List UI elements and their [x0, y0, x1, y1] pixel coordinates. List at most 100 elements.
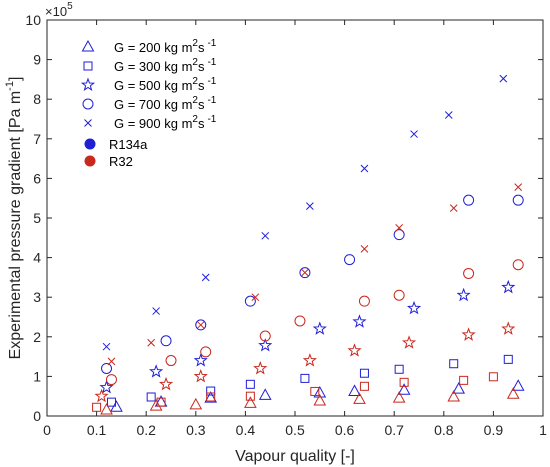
data-point	[358, 295, 370, 307]
x-tick-label: 0.8	[434, 422, 454, 438]
data-point	[449, 204, 458, 212]
x-tick-label: 0.3	[186, 422, 206, 438]
legend-fluid-label: R134a	[109, 137, 148, 152]
data-point	[253, 361, 268, 375]
data-point	[392, 391, 406, 403]
legend-label-exp1: 2	[192, 38, 198, 49]
data-point	[501, 321, 516, 335]
data-point	[501, 279, 516, 294]
legend-label-mid: s	[198, 40, 205, 55]
legend-label: G = 900 kg m2s -1	[114, 114, 217, 131]
data-point	[444, 111, 453, 119]
data-point	[102, 342, 111, 351]
data-point	[347, 343, 362, 357]
data-point	[146, 392, 156, 402]
y-axis-label-close: ]	[7, 77, 24, 81]
data-point	[452, 382, 466, 394]
x-tick-label: 1	[539, 422, 547, 438]
data-point	[344, 254, 356, 266]
data-point	[302, 353, 317, 367]
legend-label-exp2: -1	[207, 38, 216, 49]
y-tick-label: 0	[33, 408, 41, 424]
data-point	[165, 355, 177, 367]
data-point	[299, 267, 311, 279]
data-point	[393, 229, 405, 241]
x-axis-label: Vapour quality [-]	[235, 448, 355, 465]
series-r32-g200	[100, 387, 520, 415]
data-point	[401, 335, 417, 349]
data-point	[397, 383, 411, 395]
x-tick-label: 0.6	[335, 422, 355, 438]
y-axis-label: Experimental pressure gradient [Pa m-1]	[4, 77, 24, 360]
legend-marker-circle	[82, 98, 94, 110]
data-point	[261, 231, 270, 240]
legend-label-exp1: 2	[192, 76, 198, 87]
data-point	[160, 335, 172, 347]
data-point	[259, 330, 271, 342]
data-point	[206, 386, 216, 396]
data-point	[359, 381, 369, 391]
data-point	[359, 368, 369, 378]
legend-label-exp1: 2	[192, 95, 198, 106]
data-point	[294, 315, 306, 327]
data-point	[99, 380, 114, 394]
data-point	[107, 357, 116, 366]
y-tick-label: 5	[33, 210, 41, 226]
data-point	[512, 194, 524, 206]
data-point	[196, 321, 205, 329]
legend-label-exp2: -1	[207, 57, 216, 68]
y-axis-label-main: Experimental pressure gradient [Pa m	[7, 91, 24, 360]
legend-label-exp1: 2	[192, 57, 198, 68]
legend-label-exp2: -1	[207, 95, 216, 106]
y-tick-label: 1	[33, 368, 41, 384]
y-multiplier-base: ×10	[45, 4, 67, 19]
series-r134a-g300	[106, 354, 513, 407]
axes: 0 0.1 0.2 0.3 0.4 0.5 0.6 0.7 0.8 0.9 101234567891…	[4, 1, 547, 465]
data-points	[92, 74, 525, 415]
data-point	[503, 354, 513, 364]
legend-label: G = 700 kg m2s -1	[114, 95, 217, 112]
legend-label-text: G = 300 kg m	[114, 59, 192, 74]
data-point	[459, 375, 469, 385]
data-point	[449, 359, 459, 369]
legend-marker-r134a	[84, 138, 96, 150]
data-point	[204, 391, 218, 403]
data-point	[189, 397, 203, 410]
legend-label-exp2: -1	[207, 76, 216, 87]
legend-label-mid: s	[198, 116, 205, 131]
data-point	[147, 338, 156, 347]
x-tick-label: 0.2	[136, 422, 156, 438]
data-point	[244, 396, 257, 408]
data-point	[245, 391, 255, 401]
data-point	[301, 268, 309, 277]
data-point	[352, 314, 367, 328]
data-point	[258, 338, 273, 352]
data-point	[506, 387, 520, 399]
data-point	[158, 376, 174, 391]
legend-label-text: G = 200 kg m	[114, 40, 192, 55]
data-point	[312, 321, 327, 335]
legend-marker-triangle	[81, 39, 95, 52]
data-point	[193, 353, 208, 367]
data-point	[245, 379, 255, 389]
legend-marker-r32	[84, 155, 96, 167]
data-point	[195, 319, 207, 331]
x-tick-label: 0.1	[87, 422, 107, 438]
data-point	[353, 392, 366, 404]
data-point	[300, 373, 310, 383]
series-r134a-g700	[101, 194, 524, 374]
data-point	[101, 362, 113, 374]
data-point	[499, 74, 508, 83]
data-point	[461, 327, 476, 341]
data-point	[463, 194, 475, 206]
data-point	[406, 300, 422, 315]
x-tick-label: 0.4	[236, 422, 256, 438]
data-point	[399, 377, 409, 387]
series-r134a-g500	[99, 279, 516, 394]
data-point	[156, 397, 166, 407]
series-r134a-g900	[102, 74, 508, 351]
series-r32-g500	[94, 321, 516, 403]
y-tick-label: 7	[33, 131, 41, 147]
data-point	[313, 393, 327, 406]
